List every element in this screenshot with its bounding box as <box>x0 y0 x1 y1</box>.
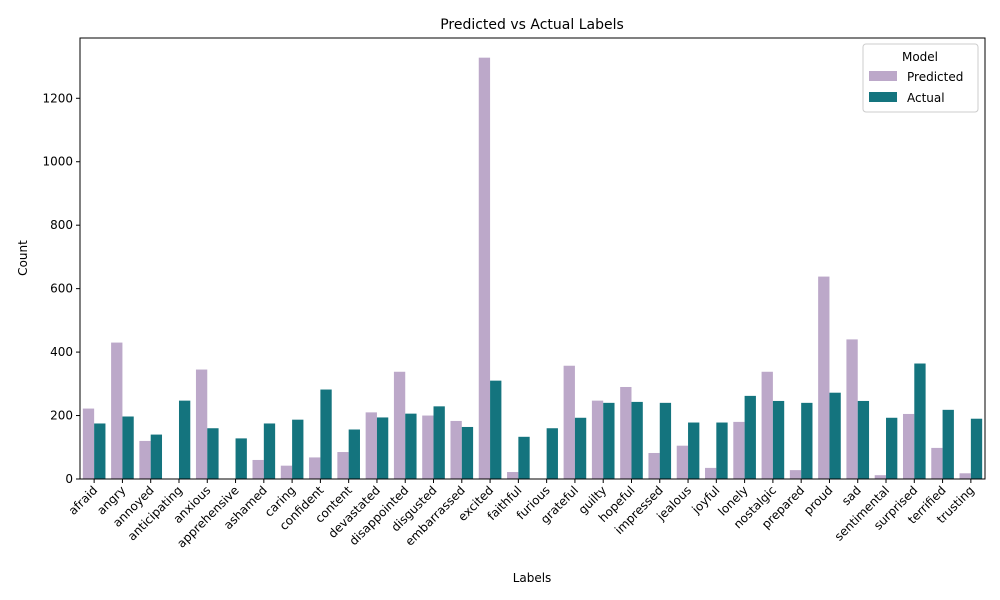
bar-predicted-content <box>337 452 349 479</box>
y-tick-label: 1200 <box>42 91 73 105</box>
bar-actual-jealous <box>688 422 700 479</box>
bar-actual-sad <box>857 400 870 479</box>
y-axis-ticks: 0 200 400 600 800 1000 1200 <box>42 91 80 486</box>
bar-predicted-grateful <box>563 365 575 479</box>
bar-actual-disgusted <box>433 406 445 479</box>
y-tick-label: 1000 <box>42 155 73 169</box>
bar-actual-anxious <box>207 428 219 479</box>
bar-actual-content <box>348 429 360 479</box>
bar-actual-hopeful <box>631 401 643 479</box>
bar-predicted-caring <box>280 465 293 479</box>
bar-actual-impressed <box>659 402 672 479</box>
bar-actual-sentimental <box>886 417 898 479</box>
bar-actual-terrified <box>942 409 954 479</box>
x-tick-label: afraid <box>66 483 101 518</box>
bar-actual-guilty <box>603 402 615 479</box>
x-tick-label: proud <box>801 483 836 518</box>
bar-predicted-jealous <box>676 445 689 479</box>
bar-predicted-devastated <box>365 412 377 479</box>
bar-actual-caring <box>292 419 304 479</box>
bar-predicted-disappointed <box>393 371 406 479</box>
y-axis-label: Count <box>16 240 30 276</box>
bar-actual-nostalgic <box>772 400 785 479</box>
bar-actual-annoyed <box>150 434 163 479</box>
plot-frame <box>79 37 986 480</box>
bar-predicted-annoyed <box>139 440 151 479</box>
bar-predicted-ashamed <box>252 459 264 479</box>
bar-actual-furious <box>546 428 558 479</box>
bar-actual-faithful <box>518 436 530 479</box>
chart-title: Predicted vs Actual Labels <box>440 17 624 33</box>
bar-predicted-hopeful <box>620 386 632 479</box>
y-tick-label: 0 <box>65 472 73 486</box>
x-axis-ticks: afraidangryannoyedanticipatinganxiousapp… <box>66 479 977 551</box>
bar-predicted-trusting <box>959 473 971 479</box>
legend: Model Predicted Actual <box>862 43 979 113</box>
bar-actual-joyful <box>716 422 728 479</box>
bar-actual-lonely <box>744 395 756 479</box>
y-tick-label: 200 <box>50 409 73 423</box>
bar-predicted-terrified <box>931 447 943 479</box>
legend-swatch-actual <box>869 92 897 102</box>
bar-actual-disappointed <box>405 413 417 479</box>
bar-actual-trusting <box>970 418 983 479</box>
bar-predicted-nostalgic <box>761 371 773 479</box>
y-tick-label: 600 <box>50 282 73 296</box>
bar-predicted-faithful <box>507 472 519 479</box>
legend-label-actual: Actual <box>907 91 945 105</box>
bar-predicted-prepared <box>789 470 802 479</box>
bar-actual-devastated <box>376 417 389 479</box>
bar-actual-prepared <box>801 402 813 479</box>
bar-predicted-confident <box>309 457 321 479</box>
bar-actual-anticipating <box>178 400 191 479</box>
bar-predicted-sentimental <box>874 475 887 479</box>
bar-predicted-proud <box>818 276 830 479</box>
legend-title: Model <box>902 50 938 64</box>
bar-actual-angry <box>122 416 134 479</box>
legend-label-predicted: Predicted <box>907 70 963 84</box>
bar-predicted-anxious <box>195 369 208 479</box>
bar-predicted-surprised <box>902 413 915 479</box>
bars-group <box>82 57 983 479</box>
bar-actual-ashamed <box>263 423 276 479</box>
bar-predicted-joyful <box>705 467 717 479</box>
bar-actual-embarrassed <box>461 426 474 479</box>
bar-actual-proud <box>829 392 841 479</box>
bar-actual-excited <box>490 380 502 479</box>
bar-predicted-afraid <box>82 408 95 479</box>
bar-predicted-impressed <box>648 452 660 479</box>
bar-predicted-excited <box>478 57 491 479</box>
bar-predicted-disgusted <box>422 415 434 479</box>
bar-actual-confident <box>320 389 332 479</box>
bar-predicted-embarrassed <box>450 420 462 479</box>
bar-predicted-sad <box>846 339 858 479</box>
bar-predicted-lonely <box>733 421 745 479</box>
bar-actual-grateful <box>574 417 587 479</box>
bar-actual-apprehensive <box>235 438 247 479</box>
bar-predicted-angry <box>111 342 123 479</box>
x-axis-label: Labels <box>513 571 552 585</box>
bar-actual-surprised <box>914 363 926 479</box>
bar-actual-afraid <box>94 423 106 479</box>
bar-predicted-guilty <box>591 400 604 479</box>
y-tick-label: 800 <box>50 218 73 232</box>
y-tick-label: 400 <box>50 345 73 359</box>
legend-swatch-predicted <box>869 71 897 81</box>
